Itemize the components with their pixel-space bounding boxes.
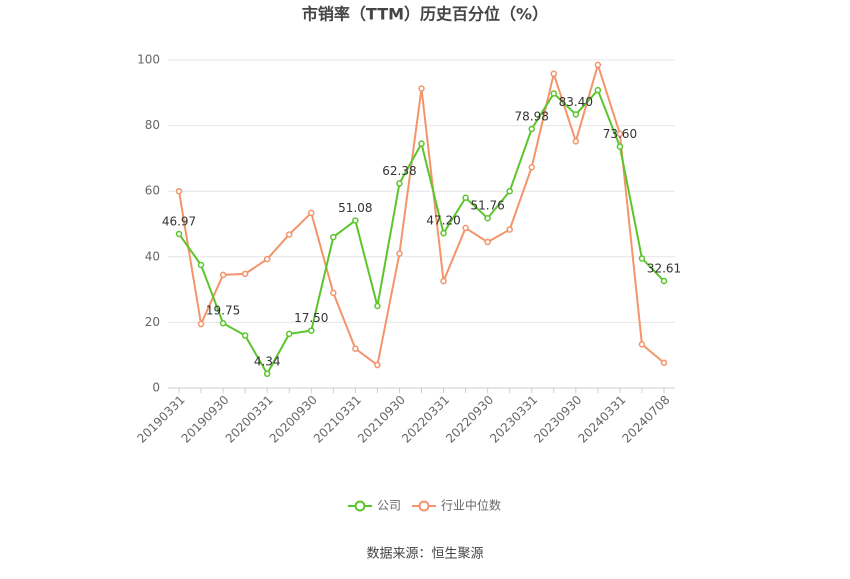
point xyxy=(638,255,646,262)
point xyxy=(374,302,381,310)
point xyxy=(594,86,602,94)
y-tick-label: 40 xyxy=(145,249,160,263)
legend-label: 行业中位数 xyxy=(441,498,501,513)
point xyxy=(506,226,513,233)
data-label: 46.97 xyxy=(162,214,196,228)
data-label: 47.20 xyxy=(426,214,460,228)
y-tick-label: 60 xyxy=(145,184,160,198)
point xyxy=(660,359,668,366)
data-label: 32.61 xyxy=(647,262,681,276)
data-label: 51.76 xyxy=(470,199,504,213)
series-line xyxy=(178,61,665,367)
point xyxy=(418,140,425,147)
point xyxy=(440,277,447,285)
point xyxy=(616,143,624,150)
point xyxy=(219,319,227,327)
legend-label: 公司 xyxy=(377,499,401,513)
point xyxy=(308,209,315,217)
data-label: 62.38 xyxy=(382,164,416,178)
point xyxy=(197,320,205,328)
point xyxy=(484,214,491,222)
point xyxy=(285,330,293,338)
source-note: 数据来源：恒生聚源 xyxy=(366,547,483,562)
legend-marker xyxy=(354,500,366,512)
data-label: 73.60 xyxy=(603,127,637,141)
point xyxy=(396,250,403,257)
point xyxy=(638,341,646,348)
point xyxy=(175,230,183,238)
point xyxy=(440,229,447,237)
data-label: 78.98 xyxy=(515,109,549,123)
point xyxy=(330,289,337,297)
point xyxy=(550,90,558,97)
point xyxy=(285,231,293,238)
point xyxy=(660,277,668,285)
point xyxy=(484,238,491,246)
data-label: 83.40 xyxy=(559,95,593,109)
data-label: 51.08 xyxy=(338,201,372,215)
point xyxy=(572,138,580,145)
point xyxy=(396,180,403,187)
point xyxy=(594,61,602,69)
point xyxy=(550,70,558,78)
point xyxy=(263,370,271,378)
point xyxy=(352,217,359,224)
point xyxy=(241,270,249,278)
point xyxy=(462,194,469,202)
point xyxy=(528,125,535,133)
data-label: 19.75 xyxy=(206,304,240,318)
point xyxy=(263,255,271,263)
point xyxy=(616,130,624,138)
point xyxy=(572,111,580,118)
point xyxy=(506,187,513,195)
chart-title: 市销率（TTM）历史百分位（%） xyxy=(302,5,548,24)
point xyxy=(352,345,359,352)
point xyxy=(374,361,381,369)
point xyxy=(197,261,205,269)
y-tick-label: 0 xyxy=(152,381,160,395)
point xyxy=(219,271,227,279)
point xyxy=(241,332,249,339)
y-tick-label: 100 xyxy=(137,53,160,67)
point xyxy=(308,327,315,334)
point xyxy=(330,233,337,241)
y-tick-label: 20 xyxy=(145,315,160,329)
point xyxy=(528,164,535,171)
point xyxy=(418,85,425,92)
y-tick-label: 80 xyxy=(145,118,160,132)
data-label: 17.50 xyxy=(294,311,328,325)
point xyxy=(175,187,183,195)
series-line xyxy=(178,88,665,376)
data-label: 4.34 xyxy=(254,354,281,368)
legend-marker xyxy=(418,500,430,512)
x-tick-label: 20240708 xyxy=(620,393,673,446)
point xyxy=(462,224,469,232)
